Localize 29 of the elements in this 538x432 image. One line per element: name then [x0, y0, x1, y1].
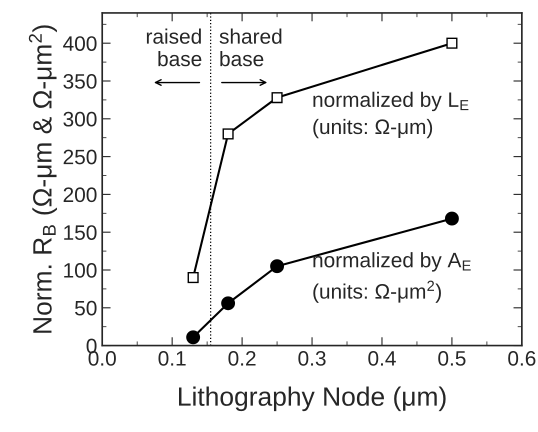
x-tick-label: 0.1	[158, 351, 186, 366]
point	[186, 330, 200, 344]
y-tick-label: 100	[64, 263, 97, 278]
x-tick-label: 0.4	[368, 351, 396, 366]
x-tick-label: 0.6	[508, 351, 536, 366]
point	[446, 38, 458, 49]
y-axis-title: Norm. R$_{B}$ (Ω-μm & Ω-μm$^{2}$)	[28, 25, 57, 333]
x-tick-label: 0.3	[298, 351, 326, 366]
x-axis-title: Lithography Node (μm)	[179, 386, 446, 412]
y-tick-label: 150	[64, 225, 97, 240]
x-tick-label: 0.0	[88, 351, 116, 366]
y-tick-label: 200	[64, 187, 97, 202]
y-tick-label: 350	[63, 74, 97, 89]
point	[188, 272, 199, 284]
point	[222, 128, 234, 140]
text: normalized by A$_{E}$ (units: Ω-μm$^{2}$)	[313, 252, 471, 303]
point	[221, 296, 236, 310]
y-tick-label: 400	[63, 36, 97, 51]
y-tick-label: 50	[75, 300, 97, 316]
point	[272, 92, 283, 104]
y-tick-label: 250	[64, 150, 97, 164]
annotation: shared base	[220, 28, 282, 66]
y-tick-label: 300	[63, 112, 97, 127]
point	[444, 212, 459, 226]
x-tick-label: 0.5	[438, 351, 466, 366]
annotation: raised base	[146, 28, 202, 66]
x-tick-label: 0.2	[228, 351, 256, 366]
point	[270, 259, 284, 274]
text: normalized by L$_{E}$ (units: Ω-μm)	[313, 92, 468, 138]
